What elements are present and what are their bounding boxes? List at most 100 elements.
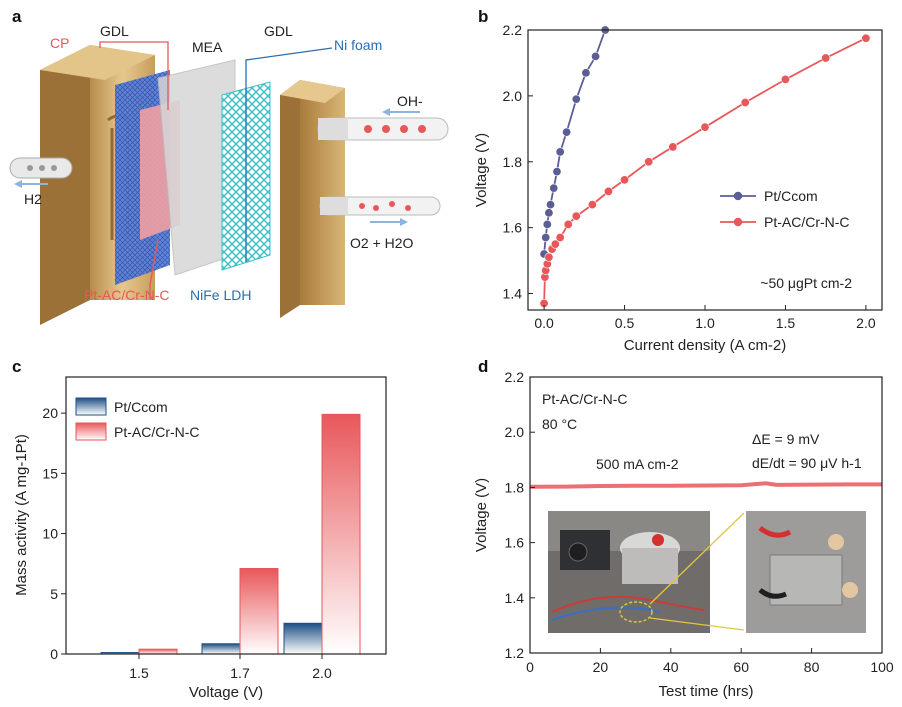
o2-h2o-label: O2 + H2O <box>350 235 414 251</box>
panel-c-xtick-label: 2.0 <box>312 665 332 681</box>
panel-b-legend-label: Pt/Ccom <box>764 188 818 204</box>
panel-d-ytick-label: 1.6 <box>505 535 525 551</box>
h2-outlet-tube <box>9 157 73 188</box>
panel-c-bar-0-2 <box>283 622 323 655</box>
panel-d-ytick-label: 2.2 <box>505 369 525 385</box>
panel-c-xtick-label: 1.7 <box>230 665 250 681</box>
panel-d-xtick-label: 40 <box>663 659 679 675</box>
panel-b-series-0-point <box>549 183 559 193</box>
panel-c-xlabel: Voltage (V) <box>189 684 263 701</box>
panel-d-temperature-annotation: 80 °C <box>542 416 577 432</box>
panel-d-delta-e-annotation: ΔE = 9 mV <box>752 431 820 447</box>
panel-b-polarization-chart: b 0.0 0.5 1.0 1.5 2.0 1.4 1.6 1.8 2.0 2.2 Current… <box>473 7 883 354</box>
panel-c-ytick-label: 10 <box>42 526 58 542</box>
panel-c-frame <box>65 376 387 655</box>
panel-d-stability-chart: d 0 20 40 60 80 100 1.2 1.4 1.6 1.8 2.0 2.2 Test ti… <box>473 357 894 700</box>
panel-b-series-0-point <box>581 68 591 78</box>
panel-d-ytick-label: 1.2 <box>505 645 525 661</box>
h2-label: H2 <box>24 191 42 207</box>
panel-c-label: c <box>12 357 21 376</box>
panel-b-label: b <box>478 7 488 26</box>
panel-d-ylabel: Voltage (V) <box>473 478 490 552</box>
panel-b-series-1-point <box>587 200 597 210</box>
panel-b-xtick-label: 0.5 <box>615 315 635 331</box>
panel-b-series-0-point <box>555 147 565 157</box>
panel-d-ytick-label: 1.4 <box>505 590 525 606</box>
panel-d-xtick-label: 20 <box>593 659 609 675</box>
panel-d-label: d <box>478 357 488 376</box>
panel-b-ytick-label: 2.0 <box>503 88 523 104</box>
panel-b-ytick-label: 1.8 <box>503 154 523 170</box>
panel-d-xtick-label: 100 <box>870 659 894 675</box>
panel-c-legend: Pt/Ccom Pt-AC/Cr-N-C <box>75 397 200 441</box>
panel-b-xlabel: Current density (A cm-2) <box>624 337 787 354</box>
panel-c-bar-1-2 <box>321 413 361 655</box>
ni-foam-label: Ni foam <box>334 37 382 53</box>
panel-b-series-0-point <box>562 127 572 137</box>
panel-b-legend-marker <box>733 217 743 227</box>
panel-c-legend-swatch <box>75 397 107 416</box>
cathode-catalyst-label: Pt-AC/Cr-N-C <box>84 287 170 303</box>
panel-b-series-1-point <box>544 252 554 262</box>
panel-a-label: a <box>12 7 22 26</box>
oh-inlet-tube <box>317 108 449 141</box>
inset-photo-setup <box>548 511 710 633</box>
panel-b-series-1-point <box>780 74 790 84</box>
panel-b-series-1-point <box>861 33 871 43</box>
panel-b-series-1-point <box>563 219 573 229</box>
panel-b-xtick-label: 2.0 <box>856 315 876 331</box>
panel-d-xtick-label: 80 <box>804 659 820 675</box>
panel-d-rate-annotation: dE/dt = 90 μV h-1 <box>752 455 862 471</box>
panel-c-ytick-label: 0 <box>50 646 58 662</box>
inset-photo-cell-closeup <box>746 511 866 633</box>
panel-b-xtick-label: 1.0 <box>695 315 715 331</box>
panel-b-series-1-point <box>644 157 654 167</box>
panel-c-legend-label: Pt/Ccom <box>114 399 168 415</box>
panel-d-series-0-line <box>529 481 882 489</box>
panel-a-schematic: a H2 <box>9 7 449 325</box>
gdl-right-label: GDL <box>264 23 293 39</box>
panel-b-legend: Pt/Ccom Pt-AC/Cr-N-C <box>720 188 850 230</box>
panel-b-series-0-point <box>571 94 581 104</box>
panel-d-ytick-label: 1.8 <box>505 479 525 495</box>
panel-d-catalyst-annotation: Pt-AC/Cr-N-C <box>542 391 628 407</box>
panel-b-xtick-label: 0.0 <box>534 315 554 331</box>
panel-b-series-0-point <box>544 208 554 218</box>
panel-b-series-0-point <box>541 233 551 243</box>
panel-b-frame <box>527 29 883 311</box>
panel-c-mass-activity-chart: c 1.5 1.7 2.0 0 5 10 15 20 Voltage (V) Mass act… <box>12 357 387 701</box>
panel-b-series-1-point <box>555 233 565 243</box>
panel-b-series-0-line <box>543 29 607 255</box>
gdl-left-label: GDL <box>100 23 129 39</box>
panel-b-xtick-label: 1.5 <box>776 315 796 331</box>
panel-b-legend-marker <box>733 191 743 201</box>
panel-c-ytick-label: 20 <box>42 405 58 421</box>
panel-b-series-0-point <box>546 200 556 210</box>
panel-b-series-0-point <box>542 219 552 229</box>
panel-b-series-1-point <box>700 122 710 132</box>
anode-catalyst-label: NiFe LDH <box>190 287 251 303</box>
panel-b-series-1-point <box>620 175 630 185</box>
panel-c-ytick-label: 5 <box>50 586 58 602</box>
panel-b-ytick-label: 1.4 <box>503 286 523 302</box>
panel-c-legend-swatch <box>75 422 107 441</box>
panel-c-legend-label: Pt-AC/Cr-N-C <box>114 424 200 440</box>
panel-d-xlabel: Test time (hrs) <box>658 683 753 700</box>
panel-d-frame <box>529 376 883 654</box>
panel-b-series-1-point <box>740 97 750 107</box>
panel-b-ytick-label: 1.6 <box>503 220 523 236</box>
panel-b-legend-label: Pt-AC/Cr-N-C <box>764 214 850 230</box>
cp-label: CP <box>50 35 69 51</box>
panel-b-series-0-point <box>552 167 562 177</box>
panel-c-xtick-label: 1.5 <box>129 665 149 681</box>
panel-d-ytick-label: 2.0 <box>505 424 525 440</box>
oh-label: OH- <box>397 93 423 109</box>
panel-c-bar-1-0 <box>138 648 178 655</box>
panel-b-series-1-point <box>821 53 831 63</box>
panel-b-loading-annotation: ~50 μgPt cm-2 <box>760 275 852 291</box>
mea-label: MEA <box>192 39 223 55</box>
panel-b-ytick-label: 2.2 <box>503 22 523 38</box>
panel-c-ytick-label: 15 <box>42 465 58 481</box>
panel-b-ylabel: Voltage (V) <box>473 133 490 207</box>
panel-d-current-annotation: 500 mA cm-2 <box>596 456 679 472</box>
